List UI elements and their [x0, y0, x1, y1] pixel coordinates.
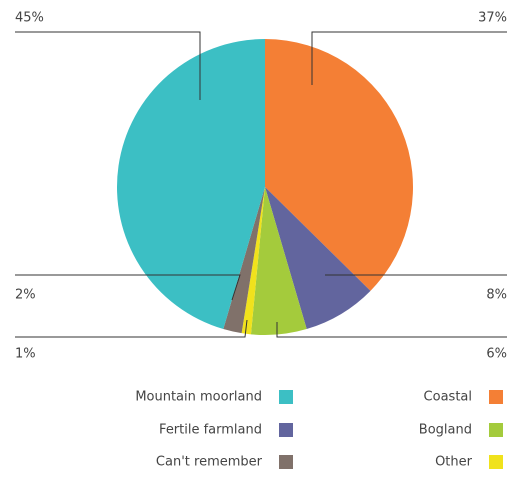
- legend-label: Mountain moorland: [135, 390, 262, 405]
- pie-slice: [250, 187, 307, 335]
- slice-label: 1%: [15, 347, 36, 362]
- legend-swatch: [279, 455, 293, 469]
- legend-swatch: [279, 390, 293, 404]
- leader-line: [15, 319, 248, 338]
- pie-slice: [265, 187, 371, 330]
- legend-swatch: [489, 423, 503, 437]
- legend-label: Can't remember: [156, 455, 263, 470]
- leader-line: [15, 31, 201, 100]
- slice-label: 8%: [486, 288, 507, 303]
- legend-swatch: [279, 423, 293, 437]
- leader-line: [15, 274, 241, 301]
- legend-label: Bogland: [419, 423, 472, 438]
- leader-line: [276, 322, 507, 338]
- legend-swatch: [489, 390, 503, 404]
- slice-label: 37%: [478, 11, 507, 26]
- legend-label: Coastal: [424, 390, 472, 405]
- legend-swatch: [489, 455, 503, 469]
- leader-line: [311, 31, 507, 85]
- legend-label: Fertile farmland: [159, 423, 262, 438]
- slice-label: 6%: [486, 347, 507, 362]
- pie-slice: [116, 39, 265, 330]
- pie-slice: [223, 187, 265, 334]
- pie-slice: [265, 39, 414, 291]
- legend-label: Other: [435, 455, 473, 470]
- slice-label: 2%: [15, 288, 36, 303]
- pie-slice: [241, 187, 265, 335]
- slice-label: 45%: [15, 11, 44, 26]
